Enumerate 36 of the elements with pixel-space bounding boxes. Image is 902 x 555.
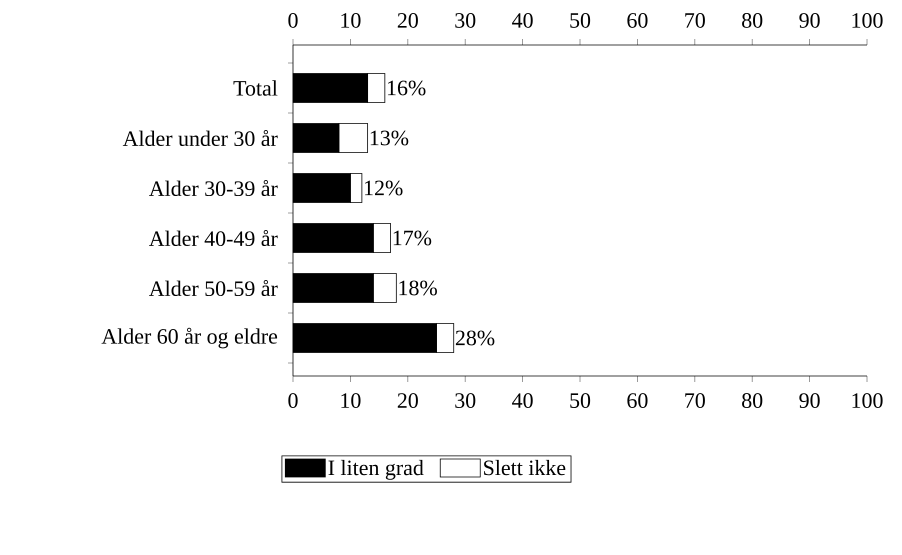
x2-tick-label: 50 <box>570 13 590 28</box>
x-tick-label: 80 <box>742 393 762 408</box>
x2-tick-label: 0 <box>288 13 298 28</box>
total-label: 12% <box>365 180 403 196</box>
x-tick-label: 40 <box>512 393 533 408</box>
x2-tick-label: 10 <box>341 13 361 28</box>
legend-label: Slett ikke <box>484 460 566 476</box>
x2-tick-label: 80 <box>742 13 762 28</box>
x2-tick-label: 60 <box>627 13 648 28</box>
x2-tick-label: 20 <box>398 13 418 28</box>
y-tick-label: Alder 30-39 år <box>149 180 278 196</box>
x2-tick-label: 70 <box>685 13 705 28</box>
total-label: 13% <box>370 130 408 146</box>
y-tick-label: Alder 60 år og eldre <box>102 328 278 348</box>
total-label: 16% <box>388 80 426 96</box>
x-tick-label: 10 <box>341 393 361 408</box>
y-tick-label: Total <box>233 80 278 96</box>
x-tick-label: 70 <box>685 393 705 408</box>
y-tick-label: Alder 50-59 år <box>149 280 278 296</box>
x-tick-label: 90 <box>799 393 820 408</box>
x2-tick-label: 30 <box>455 13 476 28</box>
x2-tick-label: 100 <box>852 13 883 28</box>
total-label: 17% <box>394 230 432 246</box>
x-tick-label: 100 <box>852 393 883 408</box>
x-tick-label: 20 <box>398 393 418 408</box>
x2-tick-label: 40 <box>512 13 533 28</box>
x-tick-label: 30 <box>455 393 476 408</box>
x2-tick-label: 90 <box>799 13 820 28</box>
x-tick-label: 0 <box>288 393 298 408</box>
y-tick-label: Alder 40-49 år <box>149 230 278 246</box>
x-tick-label: 50 <box>570 393 590 408</box>
legend-label: I liten grad <box>328 460 424 480</box>
total-label: 28% <box>456 330 494 346</box>
y-tick-label: Alder under 30 år <box>122 130 278 146</box>
total-label: 18% <box>399 280 437 296</box>
x-tick-label: 60 <box>627 393 648 408</box>
